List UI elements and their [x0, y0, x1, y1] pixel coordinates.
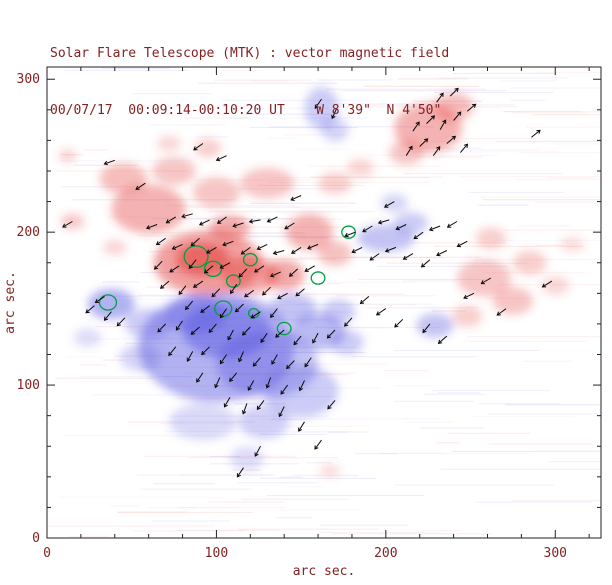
y-tick-label: 0: [32, 531, 40, 546]
vector-arrows: [62, 87, 553, 478]
x-tick-label: 200: [374, 546, 397, 561]
y-tick-label: 300: [17, 72, 40, 87]
title-block: Solar Flare Telescope (MTK) : vector mag…: [50, 6, 449, 158]
axis-labels: 0 100 200 300 0 100 200 300 arc sec. arc sec.: [3, 72, 567, 579]
x-tick-label: 300: [544, 546, 567, 561]
chart-title: Solar Flare Telescope (MTK) : vector mag…: [50, 46, 450, 61]
x-tick-label: 0: [43, 546, 51, 561]
y-axis-label: arc sec.: [3, 271, 18, 334]
chart-subtitle: 00/07/17 00:09:14-00:10:20 UT W 8'39" N …: [50, 103, 442, 118]
field-map: [47, 67, 601, 538]
y-tick-label: 100: [17, 378, 40, 393]
axes: [46, 66, 602, 539]
x-tick-label: 100: [205, 546, 228, 561]
x-axis-label: arc sec.: [293, 564, 356, 579]
y-tick-label: 200: [17, 225, 40, 240]
field-contours: [98, 225, 357, 336]
